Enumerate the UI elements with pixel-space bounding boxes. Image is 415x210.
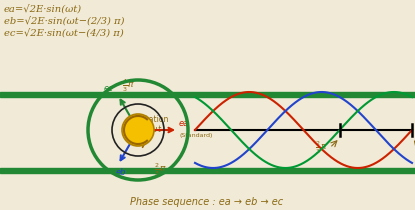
Text: $\frac{4}{3}$π: $\frac{4}{3}$π — [122, 77, 134, 94]
Text: ea: ea — [179, 119, 189, 128]
Text: ec=√2E·sin(ωt−(4/3) π): ec=√2E·sin(ωt−(4/3) π) — [4, 29, 124, 38]
Text: $\frac{2}{3}$π: $\frac{2}{3}$π — [154, 161, 166, 178]
Circle shape — [122, 114, 154, 146]
Text: Phase sequence : ea → eb → ec: Phase sequence : ea → eb → ec — [130, 197, 283, 207]
Text: $\frac{2}{3}$π: $\frac{2}{3}$π — [315, 140, 328, 156]
Text: eb=√2E·sin(ωt−(2/3) π): eb=√2E·sin(ωt−(2/3) π) — [4, 17, 124, 26]
Text: Rotation: Rotation — [136, 116, 168, 125]
Text: ea=√2E·sin(ωt): ea=√2E·sin(ωt) — [4, 5, 82, 14]
Text: (Standard): (Standard) — [179, 133, 212, 138]
Text: of $\omega t$: of $\omega t$ — [142, 122, 163, 134]
Bar — [0, 168, 415, 173]
Text: ec: ec — [104, 84, 114, 93]
Bar — [0, 92, 415, 97]
Text: eb: eb — [116, 168, 127, 177]
